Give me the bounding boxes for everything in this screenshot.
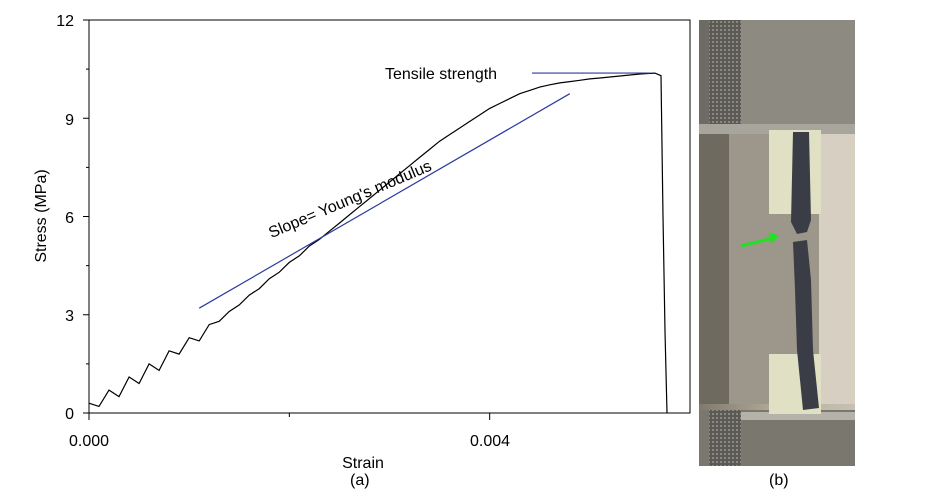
y-tick-label: 9 (65, 112, 74, 129)
stress-strain-curve (88, 72, 668, 414)
y-tick-label: 3 (65, 308, 74, 325)
youngs-modulus-label: Slope= Young's modulus (266, 158, 434, 242)
y-tick-label: 12 (56, 13, 74, 30)
specimen-photo (699, 20, 855, 466)
youngs-modulus-slope-line (198, 93, 571, 309)
panel-a-label: (a) (350, 472, 370, 489)
fracture-arrow (740, 236, 774, 248)
y-tick-label: 0 (65, 406, 74, 423)
x-tick-label: 0.004 (470, 433, 510, 450)
y-axis-title: Stress (MPa) (33, 169, 50, 262)
tick-marks (83, 19, 491, 420)
y-tick-label: 6 (65, 210, 74, 227)
x-axis-title: Strain (342, 455, 384, 472)
x-tick-label: 0.000 (69, 433, 109, 450)
panel-b-label: (b) (769, 472, 789, 489)
tensile-strength-label: Tensile strength (385, 66, 497, 83)
